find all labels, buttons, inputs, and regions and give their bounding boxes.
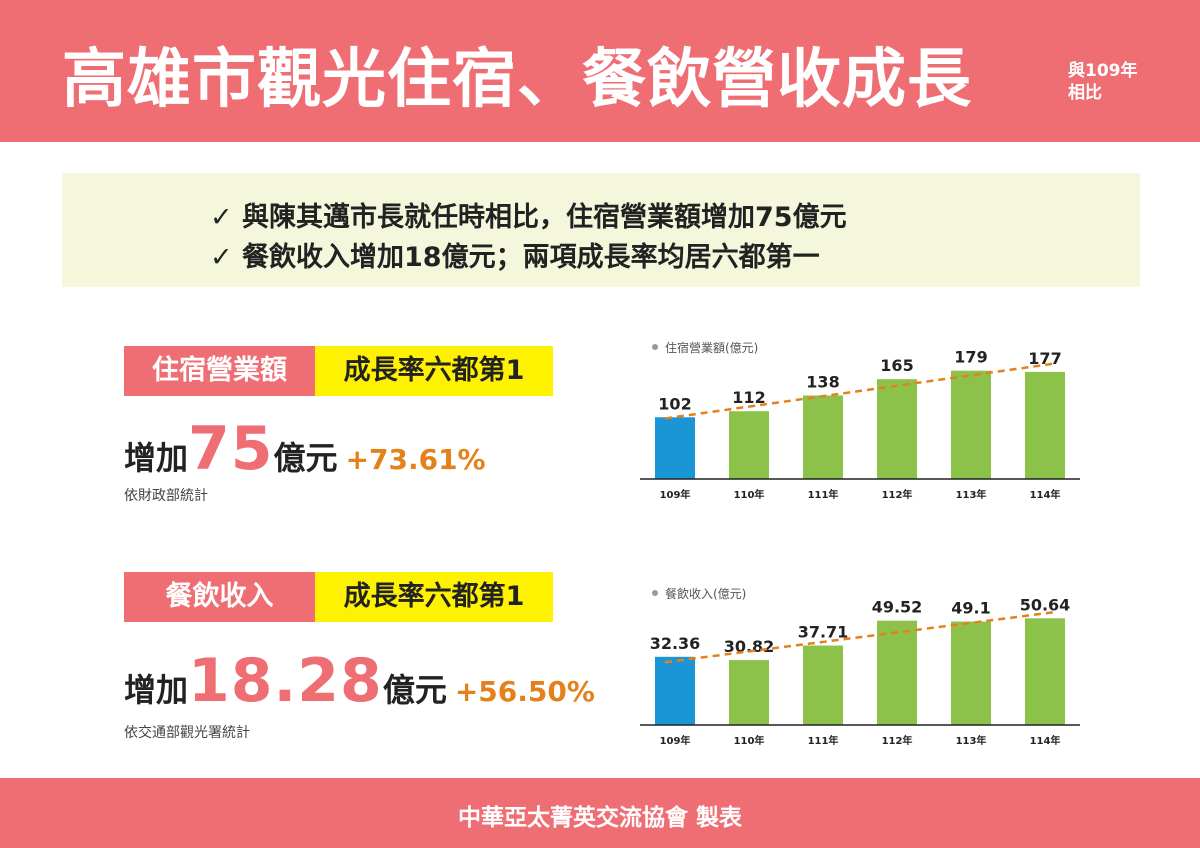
chart-bar <box>951 621 991 725</box>
lodging-stat-value: 75 <box>188 414 274 484</box>
lodging-tag: 住宿營業額 <box>124 346 315 396</box>
dining-source-note: 依交通部觀光署統計 <box>124 725 250 741</box>
chart-tick-label: 111年 <box>808 488 839 501</box>
lodging-stat-prefix: 增加 <box>124 439 189 477</box>
chart-tick-label: 109年 <box>660 734 691 747</box>
chart-data-label: 37.71 <box>798 623 849 642</box>
dining-stat-unit: 億元 <box>382 671 447 709</box>
chart-data-label: 50.64 <box>1020 595 1071 614</box>
page-subtitle: 與109年 相比 <box>1068 60 1138 104</box>
subtitle-line-2: 相比 <box>1068 83 1102 103</box>
chart-data-label: 112 <box>732 388 765 407</box>
summary-line-1: ✓ 與陳其邁市長就任時相比，住宿營業額增加75億元 <box>210 202 847 233</box>
chart-title: 住宿營業額(億元) <box>665 340 758 355</box>
chart-tick-label: 112年 <box>882 734 913 747</box>
footer-banner: 中華亞太菁英交流協會 製表 <box>0 778 1200 848</box>
dining-bar-chart: 餐飲收入(億元) 32.36 109年 30.82 110年 37.71 111年 49.52… <box>640 586 1080 747</box>
chart-data-label: 49.1 <box>951 599 990 618</box>
lodging-stat: 增加75億元 +73.61% <box>124 414 486 484</box>
chart-data-label: 102 <box>658 394 691 413</box>
chart-bar <box>729 411 769 479</box>
chart-data-label: 179 <box>954 348 987 367</box>
lodging-stat-unit: 億元 <box>273 439 338 477</box>
chart-bar <box>877 379 917 479</box>
chart-bar <box>1025 371 1065 479</box>
chart-tick-label: 113年 <box>956 488 987 501</box>
chart-data-label: 165 <box>880 356 913 375</box>
chart-bar <box>803 395 843 479</box>
page-title: 高雄市觀光住宿、餐飲營收成長 <box>62 43 972 117</box>
lodging-stat-percent: +73.61% <box>345 443 486 476</box>
dining-tag: 餐飲收入 <box>124 572 315 622</box>
chart-trend-line <box>664 610 1056 664</box>
chart-data-label: 177 <box>1028 349 1061 368</box>
chart-data-label: 49.52 <box>872 598 923 617</box>
chart-bar <box>655 656 695 725</box>
dining-stat-prefix: 增加 <box>124 671 189 709</box>
dining-stat: 增加18.28億元 +56.50% <box>124 646 595 716</box>
lodging-rank-tag: 成長率六都第1 <box>315 346 553 396</box>
header-banner: 高雄市觀光住宿、餐飲營收成長 與109年 相比 <box>0 0 1200 142</box>
chart-data-label: 30.82 <box>724 637 775 656</box>
chart-data-label: 32.36 <box>650 634 701 653</box>
chart-tick-label: 113年 <box>956 734 987 747</box>
chart-bar <box>729 660 769 725</box>
subtitle-line-1: 與109年 <box>1068 61 1138 81</box>
chart-bar <box>803 645 843 725</box>
chart-trend-line <box>664 362 1056 420</box>
chart-tick-label: 110年 <box>734 488 765 501</box>
summary-box: ✓ 與陳其邁市長就任時相比，住宿營業額增加75億元 ✓ 餐飲收入增加18億元；兩… <box>62 173 1140 287</box>
lodging-source-note: 依財政部統計 <box>124 488 208 504</box>
chart-tick-label: 114年 <box>1030 734 1061 747</box>
lodging-bar-chart: 住宿營業額(億元) 102 109年 112 110年 138 111年 165 112年 179… <box>640 340 1080 501</box>
chart-data-label: 138 <box>806 372 839 391</box>
chart-legend-dot <box>652 590 658 596</box>
chart-tick-label: 109年 <box>660 488 691 501</box>
chart-tick-label: 114年 <box>1030 488 1061 501</box>
chart-tick-label: 111年 <box>808 734 839 747</box>
chart-tick-label: 110年 <box>734 734 765 747</box>
footer-credit: 中華亞太菁英交流協會 製表 <box>457 805 742 831</box>
chart-bar <box>655 417 695 479</box>
chart-bar <box>1025 618 1065 725</box>
chart-title: 餐飲收入(億元) <box>665 586 746 601</box>
chart-bar <box>877 620 917 725</box>
summary-line-2: ✓ 餐飲收入增加18億元；兩項成長率均居六都第一 <box>210 242 820 273</box>
dining-stat-value: 18.28 <box>188 646 383 716</box>
dining-stat-percent: +56.50% <box>454 675 595 708</box>
chart-legend-dot <box>652 344 658 350</box>
chart-bar <box>951 370 991 479</box>
chart-tick-label: 112年 <box>882 488 913 501</box>
dining-rank-tag: 成長率六都第1 <box>315 572 553 622</box>
